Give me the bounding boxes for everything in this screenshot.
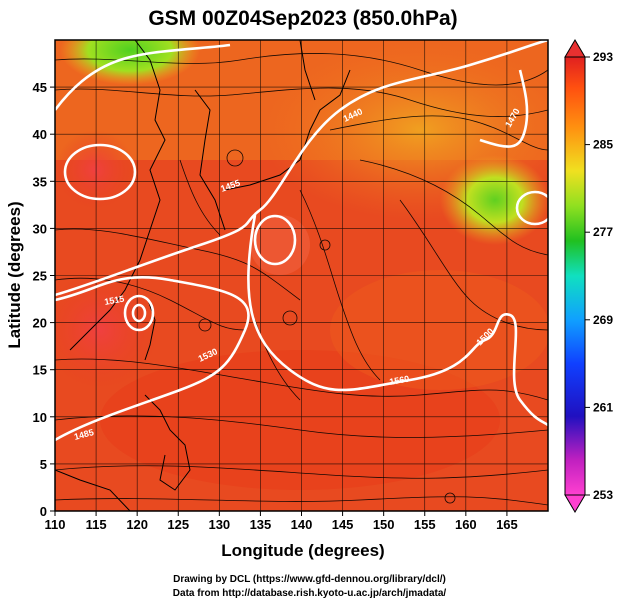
colorbar-tick-label: 269 <box>593 313 613 327</box>
contour-label: 1515 <box>104 294 125 307</box>
y-tick-label: 15 <box>33 363 47 378</box>
x-tick-label: 130 <box>208 517 230 532</box>
y-tick-label: 35 <box>33 174 47 189</box>
credit-line-1: Drawing by DCL (https://www.gfd-dennou.o… <box>173 574 446 585</box>
x-axis: 110 115 120 125 130 135 140 145 150 155 160 165 <box>45 511 518 532</box>
chart-title: GSM 00Z04Sep2023 (850.0hPa) <box>148 7 457 30</box>
y-tick-label: 25 <box>33 269 47 284</box>
y-tick-label: 5 <box>40 457 47 472</box>
map-plot-area: 1455 1440 1470 1560 1530 1500 1485 1515 <box>55 40 548 511</box>
x-tick-label: 115 <box>86 517 107 532</box>
contour-label: 1560 <box>389 374 410 387</box>
colorbar-tick-label: 277 <box>593 225 613 239</box>
colorbar-tick-label: 253 <box>593 488 613 502</box>
x-tick-label: 140 <box>291 517 313 532</box>
y-tick-label: 40 <box>33 127 47 142</box>
colorbar: 253 261 269 277 285 293 <box>564 39 613 513</box>
x-axis-label: Longitude (degrees) <box>221 541 384 560</box>
x-tick-label: 145 <box>332 517 354 532</box>
colorbar-tick-label: 261 <box>593 400 613 414</box>
x-tick-label: 125 <box>167 517 189 532</box>
colorbar-tick-label: 293 <box>593 50 613 64</box>
x-tick-label: 110 <box>45 517 66 532</box>
y-tick-label: 10 <box>33 410 47 425</box>
y-axis: 0 5 10 15 20 25 30 35 40 45 <box>33 80 55 519</box>
x-tick-label: 155 <box>414 517 436 532</box>
height-contours <box>55 40 548 442</box>
x-tick-label: 135 <box>250 517 272 532</box>
y-tick-label: 0 <box>40 504 47 519</box>
x-tick-label: 160 <box>455 517 477 532</box>
colorbar-bar <box>564 56 586 496</box>
y-tick-label: 20 <box>33 316 47 331</box>
credit-line-2: Data from http://database.rish.kyoto-u.a… <box>172 588 447 599</box>
x-tick-label: 150 <box>373 517 395 532</box>
colorbar-top-arrow <box>564 39 586 58</box>
y-tick-label: 30 <box>33 221 47 236</box>
colorbar-tick-label: 285 <box>593 138 613 152</box>
x-tick-label: 165 <box>496 517 518 532</box>
colorbar-bottom-arrow <box>564 494 586 513</box>
streamlines <box>55 53 548 506</box>
y-axis-label: Latitude (degrees) <box>5 201 24 348</box>
y-tick-label: 45 <box>33 80 47 95</box>
x-tick-label: 120 <box>126 517 148 532</box>
grid-lines <box>55 40 548 511</box>
